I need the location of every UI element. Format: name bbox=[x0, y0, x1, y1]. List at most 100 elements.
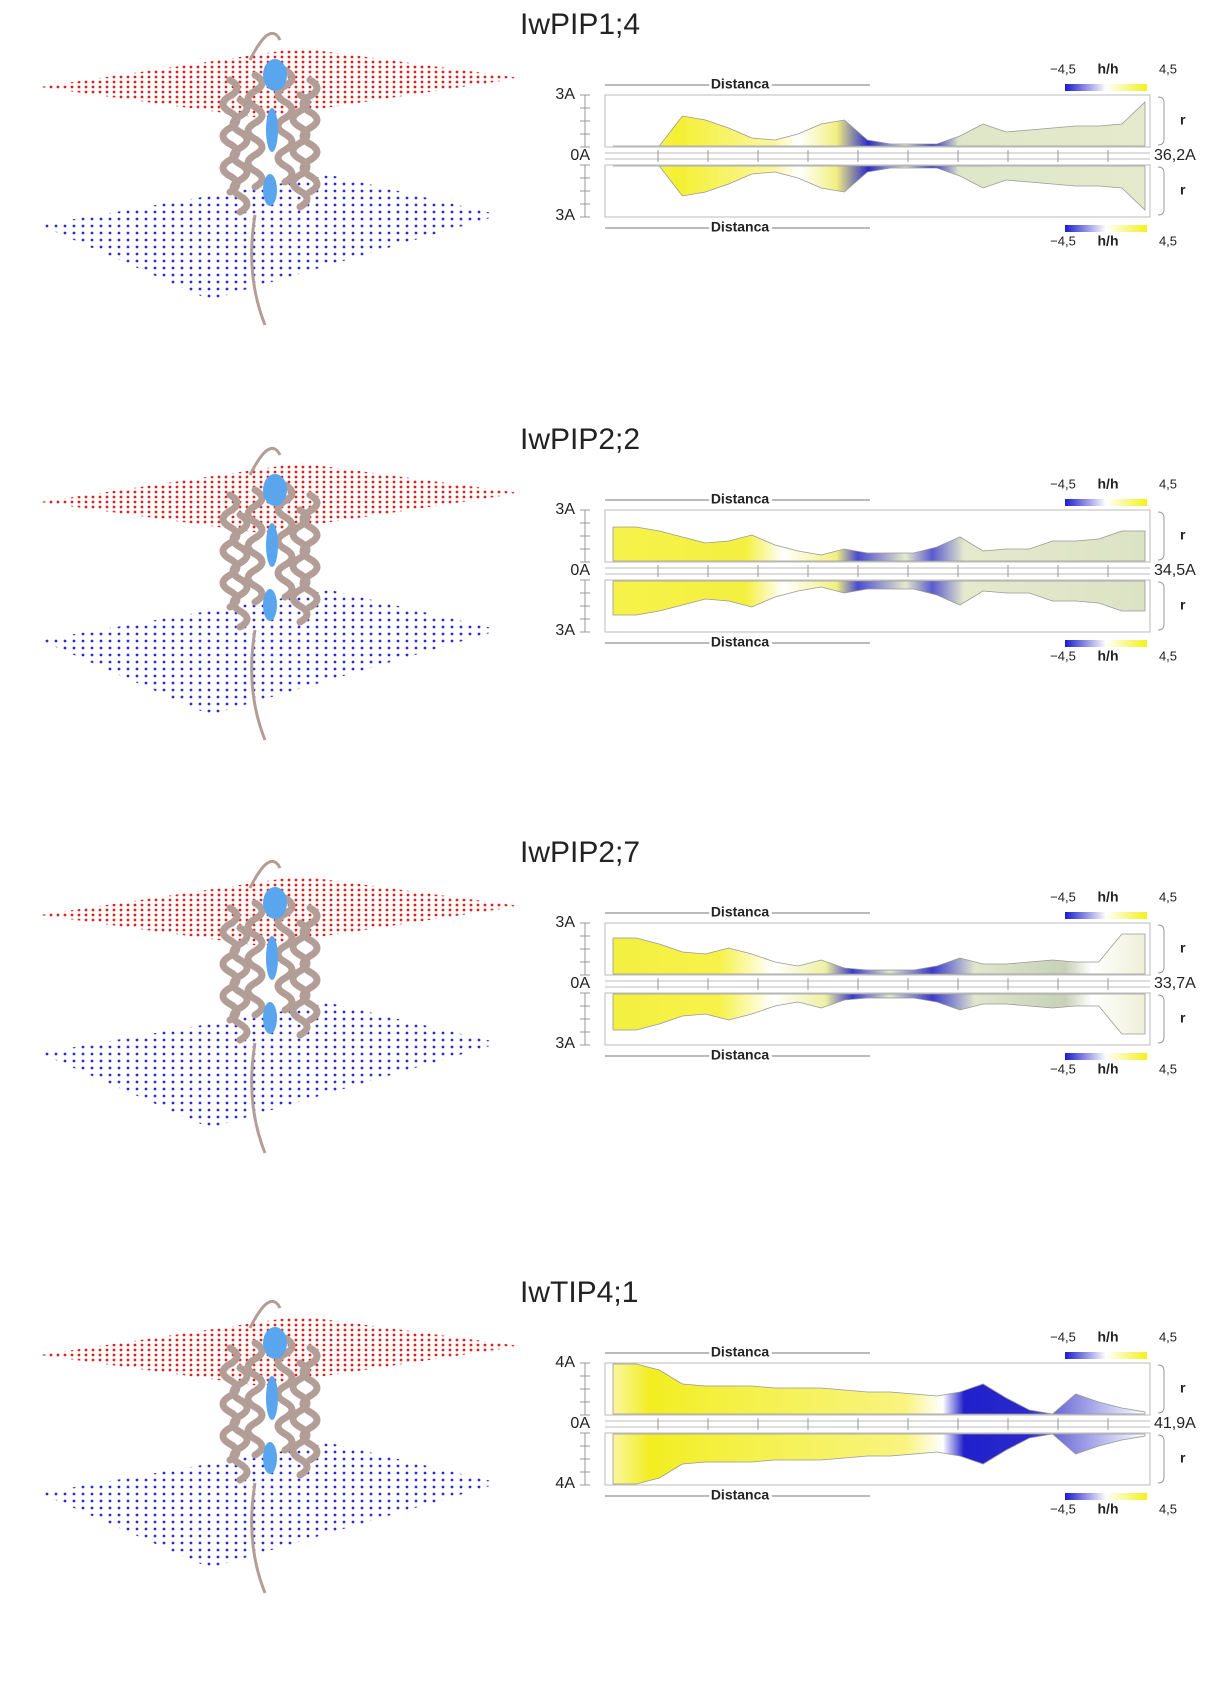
helix bbox=[244, 486, 266, 606]
length-label: 41,9A bbox=[1154, 1415, 1196, 1432]
scale-name: h/h bbox=[1098, 61, 1119, 77]
distance-label: Distanca bbox=[711, 1487, 770, 1503]
channel bbox=[263, 474, 287, 506]
profile-box bbox=[604, 94, 1151, 148]
radius-axis-label: r bbox=[1180, 182, 1186, 198]
channel bbox=[263, 1327, 287, 1359]
scale-min: −4,5 bbox=[1050, 476, 1076, 491]
profile-box bbox=[604, 1432, 1151, 1486]
scale-min: −4,5 bbox=[1050, 233, 1076, 248]
scale-max: 4,5 bbox=[1159, 1061, 1177, 1076]
scale-min: −4,5 bbox=[1050, 889, 1076, 904]
membrane-plane-bottom bbox=[40, 590, 500, 715]
helix bbox=[219, 904, 241, 1024]
scale-name: h/h bbox=[1098, 476, 1119, 492]
bracket bbox=[1157, 511, 1165, 561]
radius-label-bottom: 4A bbox=[555, 1475, 575, 1492]
scale-max: 4,5 bbox=[1159, 1329, 1177, 1344]
channel bbox=[266, 108, 278, 152]
helix bbox=[274, 1334, 296, 1454]
radius-label-bottom: 3A bbox=[555, 622, 575, 639]
zero-label: 0A bbox=[570, 562, 590, 579]
panel-title: IwPIP2;7 bbox=[520, 836, 640, 869]
hydropathy-bar bbox=[1065, 1053, 1147, 1060]
membrane-plane-bottom bbox=[40, 1443, 500, 1568]
bracket bbox=[1157, 581, 1165, 631]
membrane-plane-bottom bbox=[40, 1003, 500, 1128]
scale-name: h/h bbox=[1098, 233, 1119, 249]
profile-top bbox=[613, 101, 1146, 147]
distance-label: Distanca bbox=[711, 491, 770, 507]
panel: IwPIP2;2 3A 0A 3A 34,5A r r Distanca Distanca −4,… bbox=[40, 423, 1196, 741]
bracket bbox=[1157, 96, 1165, 146]
panel: IwPIP1;4 3A 0A 3A 36,2A r r Distanca Distanca −4,… bbox=[40, 8, 1196, 326]
profile-box bbox=[604, 922, 1151, 976]
channel bbox=[263, 59, 287, 91]
channel bbox=[266, 1376, 278, 1420]
scale-name: h/h bbox=[1098, 1329, 1119, 1345]
scale-max: 4,5 bbox=[1159, 233, 1177, 248]
profile-box bbox=[604, 1362, 1151, 1416]
helix bbox=[274, 66, 296, 186]
channel bbox=[263, 1002, 277, 1034]
profile-top bbox=[612, 933, 1146, 975]
loop bbox=[248, 859, 282, 1154]
profile-box bbox=[604, 509, 1151, 563]
channel bbox=[266, 936, 278, 980]
hydropathy-bar bbox=[1065, 499, 1147, 506]
profile-bottom bbox=[612, 1433, 1146, 1485]
distance-label: Distanca bbox=[711, 1344, 770, 1360]
channel bbox=[263, 174, 277, 206]
profile-box bbox=[604, 164, 1151, 218]
hydropathy-bar bbox=[1065, 912, 1147, 919]
distance-label: Distanca bbox=[711, 634, 770, 650]
profile-top bbox=[612, 526, 1146, 562]
scale-name: h/h bbox=[1098, 889, 1119, 905]
hydropathy-bar bbox=[1065, 225, 1147, 232]
hydropathy-bar bbox=[1065, 1493, 1147, 1500]
scale-name: h/h bbox=[1098, 1501, 1119, 1517]
radius-label-top: 3A bbox=[555, 86, 575, 103]
membrane-plane-bottom bbox=[40, 175, 500, 300]
radius-label-bottom: 3A bbox=[555, 207, 575, 224]
zero-label: 0A bbox=[570, 1415, 590, 1432]
panel: IwTIP4;1 4A 0A 4A 41,9A r r Distanca Distanca −4,… bbox=[40, 1276, 1196, 1594]
zero-label: 0A bbox=[570, 147, 590, 164]
radius-axis-label: r bbox=[1180, 940, 1186, 956]
helix bbox=[244, 71, 266, 191]
channel bbox=[263, 589, 277, 621]
profile-bottom bbox=[612, 993, 1146, 1035]
panel-title: IwPIP2;2 bbox=[520, 423, 640, 456]
helix bbox=[289, 91, 311, 211]
radius-axis-label: r bbox=[1180, 1380, 1186, 1396]
helix bbox=[244, 1339, 266, 1459]
scale-min: −4,5 bbox=[1050, 1329, 1076, 1344]
radius-label-bottom: 3A bbox=[555, 1035, 575, 1052]
scale-min: −4,5 bbox=[1050, 61, 1076, 76]
loop bbox=[248, 1299, 282, 1594]
radius-label-top: 3A bbox=[555, 501, 575, 518]
helix bbox=[219, 491, 241, 611]
distance-label: Distanca bbox=[711, 1047, 770, 1063]
scale-min: −4,5 bbox=[1050, 1501, 1076, 1516]
helix bbox=[229, 924, 251, 1044]
helix bbox=[274, 894, 296, 1014]
helix bbox=[274, 481, 296, 601]
helix bbox=[244, 899, 266, 1019]
radius-axis-label: r bbox=[1180, 1010, 1186, 1026]
loop bbox=[248, 31, 282, 326]
channel bbox=[263, 887, 287, 919]
panel-title: IwPIP1;4 bbox=[520, 8, 640, 41]
bracket bbox=[1157, 1364, 1165, 1414]
loop bbox=[248, 446, 282, 741]
scale-max: 4,5 bbox=[1159, 889, 1177, 904]
distance-label: Distanca bbox=[711, 219, 770, 235]
distance-label: Distanca bbox=[711, 904, 770, 920]
hydropathy-bar bbox=[1065, 1352, 1147, 1359]
helix bbox=[229, 1364, 251, 1484]
radius-label-top: 3A bbox=[555, 914, 575, 931]
panel: IwPIP2;7 3A 0A 3A 33,7A r r Distanca Distanca −4,… bbox=[40, 836, 1196, 1154]
radius-axis-label: r bbox=[1180, 112, 1186, 128]
radius-axis-label: r bbox=[1180, 597, 1186, 613]
